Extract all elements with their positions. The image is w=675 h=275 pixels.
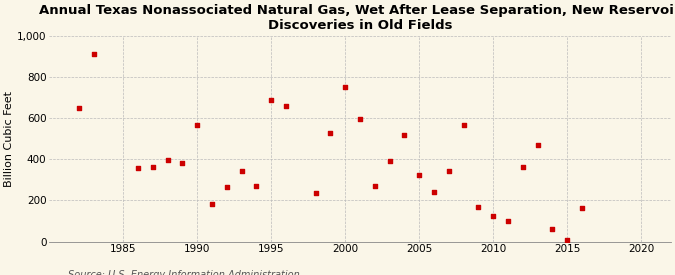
Point	[576, 205, 587, 210]
Point	[532, 143, 543, 147]
Point	[177, 161, 188, 166]
Point	[88, 51, 99, 56]
Point	[221, 185, 232, 189]
Point	[340, 85, 350, 90]
Point	[251, 184, 262, 188]
Point	[207, 201, 217, 206]
Point	[443, 169, 454, 173]
Point	[281, 104, 292, 108]
Point	[473, 204, 484, 209]
Point	[369, 184, 380, 188]
Point	[399, 133, 410, 137]
Point	[547, 227, 558, 232]
Point	[74, 106, 84, 110]
Title: Annual Texas Nonassociated Natural Gas, Wet After Lease Separation, New Reservoi: Annual Texas Nonassociated Natural Gas, …	[39, 4, 675, 32]
Point	[414, 173, 425, 177]
Point	[384, 159, 395, 164]
Point	[266, 98, 277, 102]
Point	[354, 117, 365, 122]
Point	[488, 214, 499, 218]
Point	[325, 130, 336, 135]
Point	[562, 237, 572, 242]
Point	[310, 191, 321, 196]
Point	[132, 165, 143, 170]
Y-axis label: Billion Cubic Feet: Billion Cubic Feet	[4, 91, 14, 187]
Point	[236, 169, 247, 173]
Point	[429, 190, 439, 194]
Point	[518, 164, 529, 169]
Point	[503, 219, 514, 223]
Point	[192, 123, 202, 128]
Text: Source: U.S. Energy Information Administration: Source: U.S. Energy Information Administ…	[68, 270, 299, 275]
Point	[162, 158, 173, 163]
Point	[147, 164, 158, 169]
Point	[458, 123, 469, 128]
